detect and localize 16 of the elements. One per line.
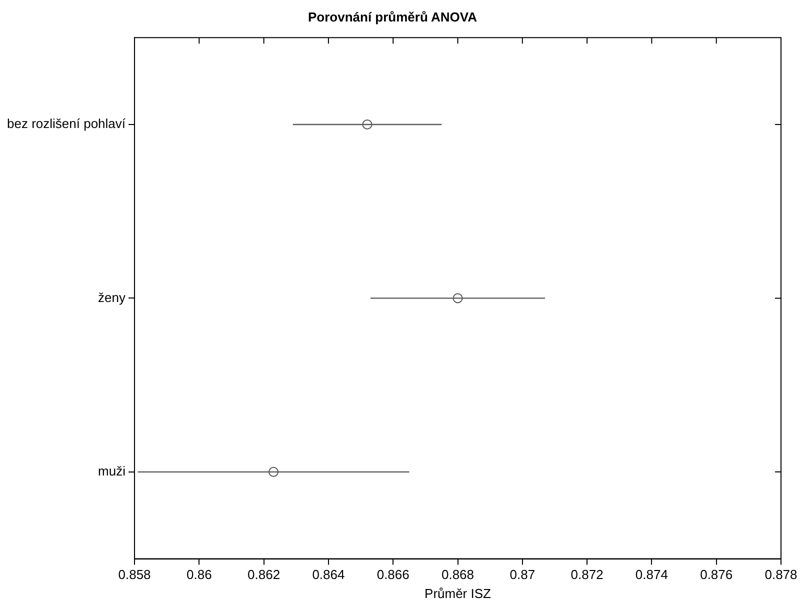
x-tick-label: 0.866 [376,567,410,582]
x-tick-label: 0.868 [441,567,474,582]
x-tick-label: 0.872 [570,567,604,582]
y-tick-label: ženy [98,290,126,305]
y-tick-label: bez rozlišení pohlaví [6,116,126,132]
x-tick-label: 0.87 [510,567,536,582]
x-tick-label: 0.864 [312,567,345,582]
x-tick-label: 0.86 [186,567,212,582]
chart-title: Porovnání průměrů ANOVA [308,9,478,24]
x-tick-label: 0.876 [700,567,733,582]
x-axis-title: Průměr ISZ [424,586,492,601]
x-tick-label: 0.878 [764,567,798,582]
x-tick-label: 0.858 [118,567,151,582]
x-tick-label: 0.874 [635,567,668,582]
x-tick-label: 0.862 [248,567,280,582]
y-tick-label: muži [98,464,126,479]
